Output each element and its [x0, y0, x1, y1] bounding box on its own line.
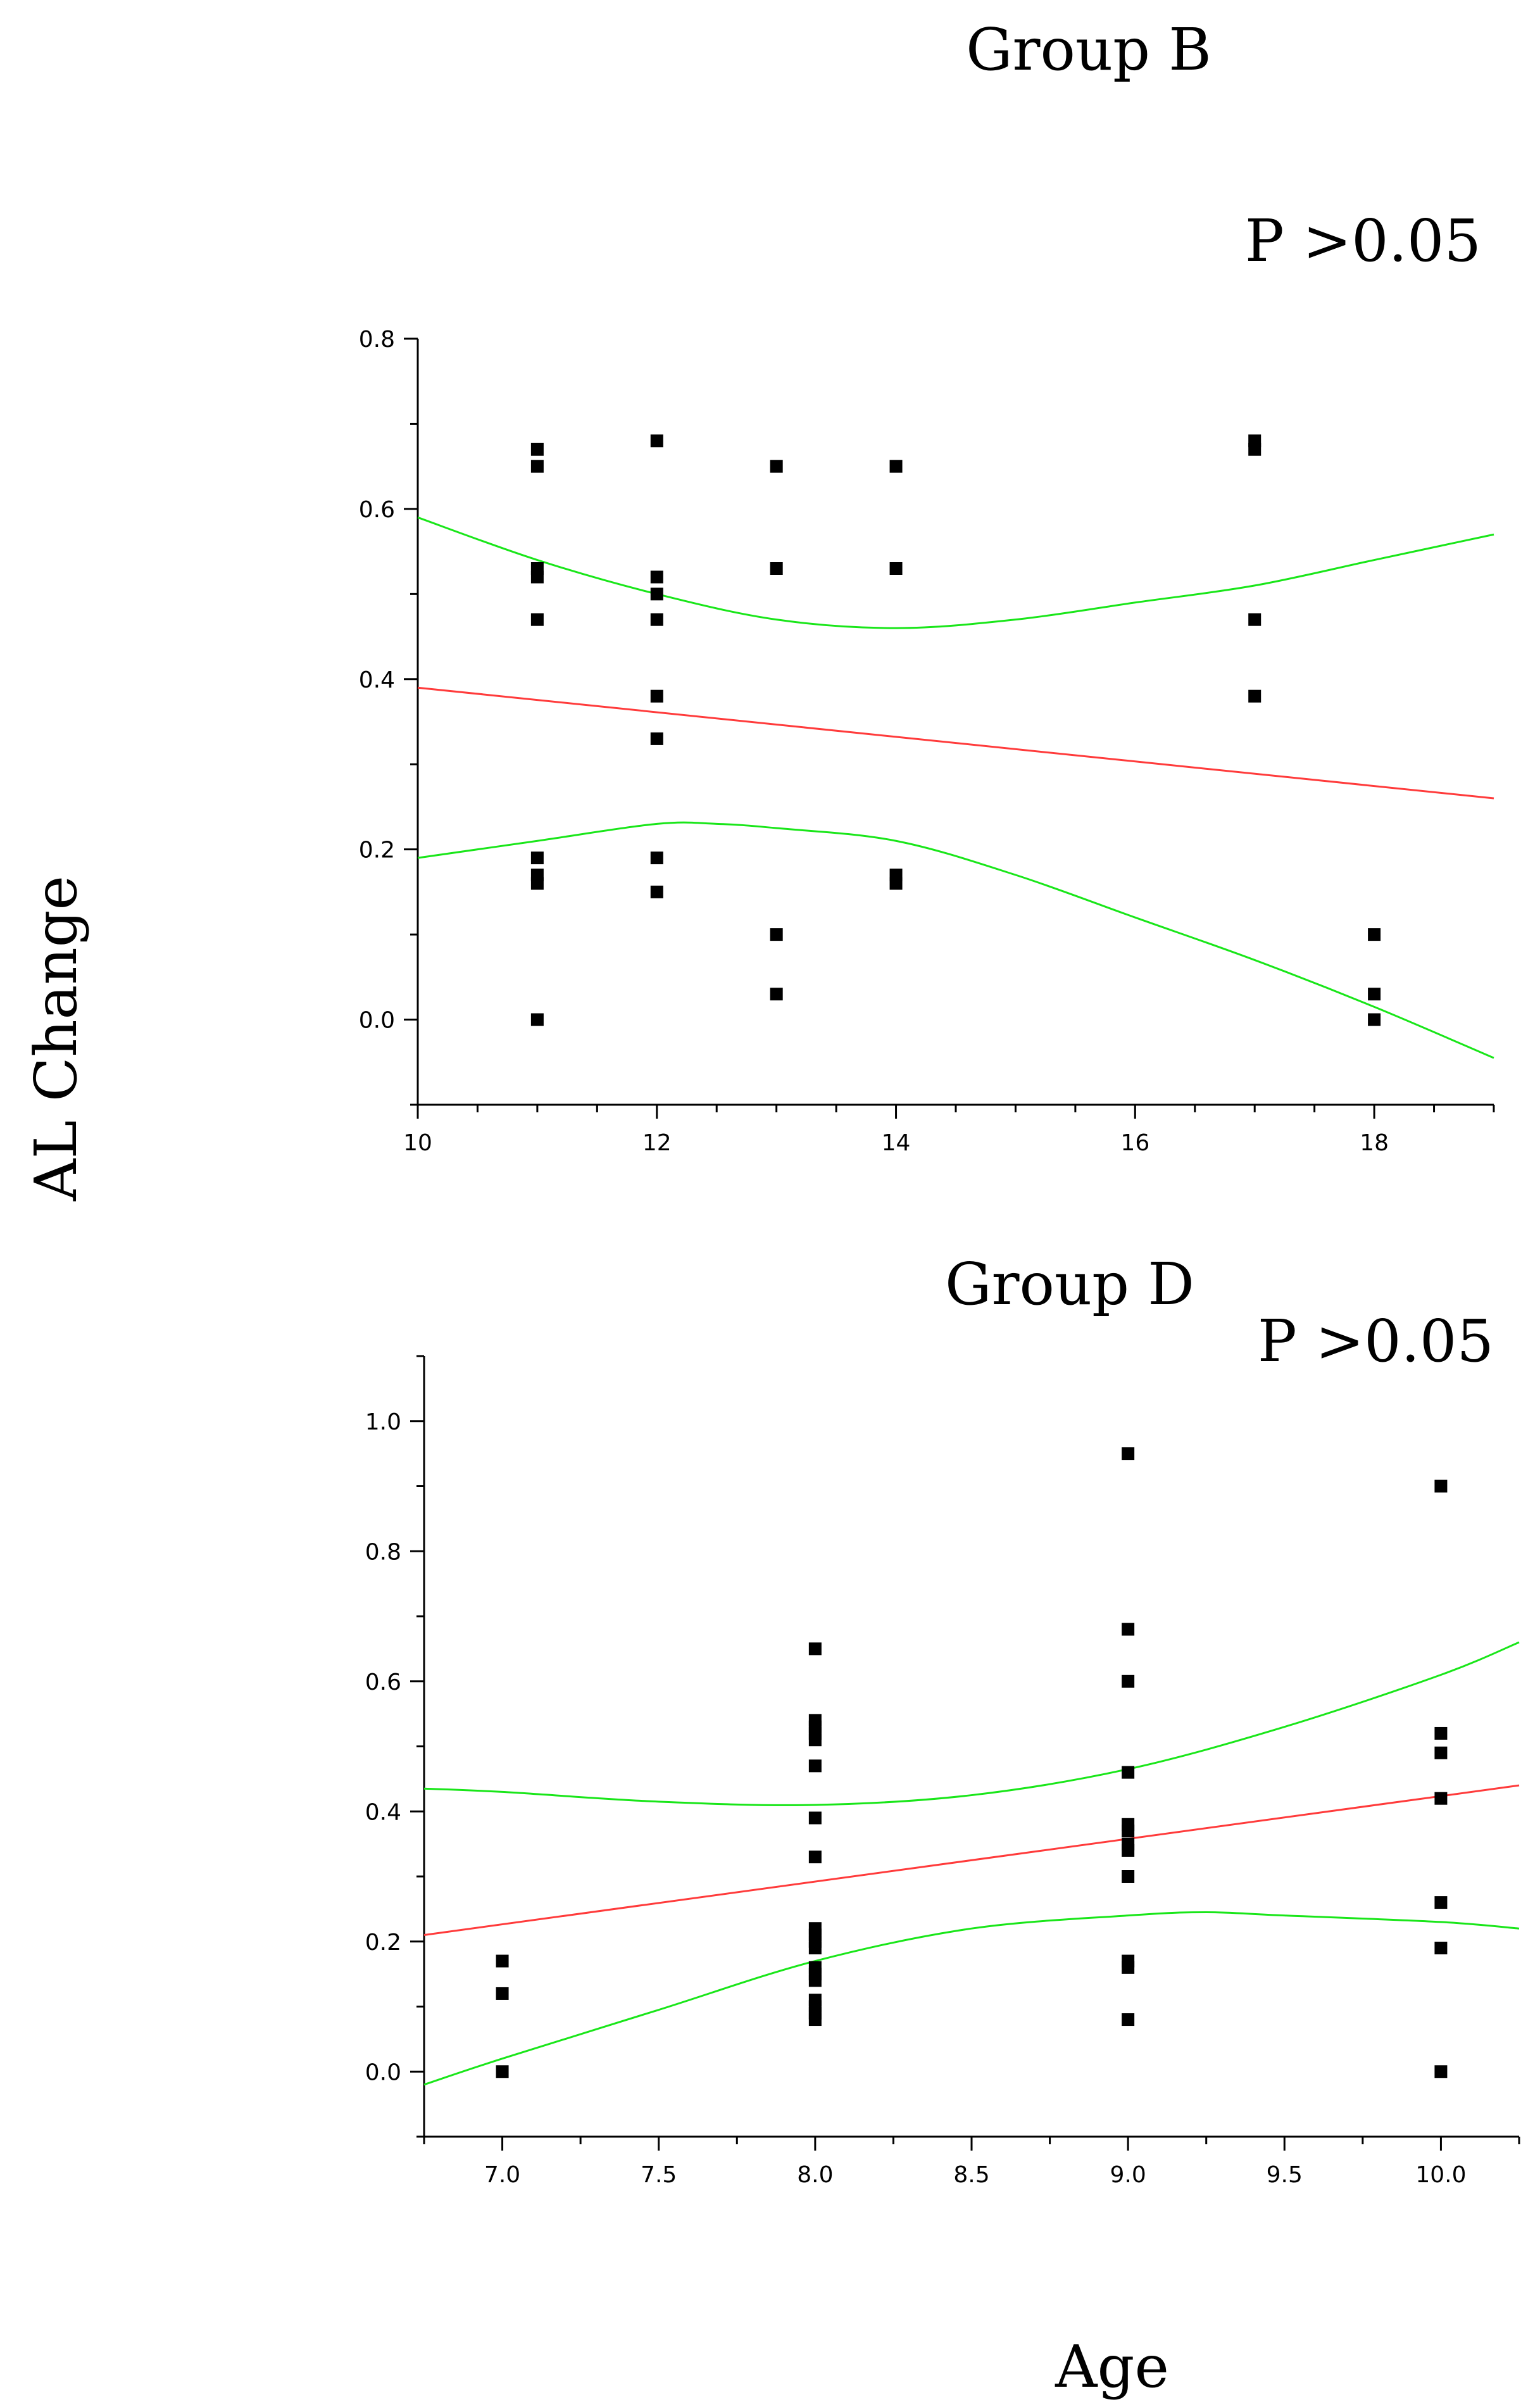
data-point-group-b [770, 562, 783, 575]
ci-upper-line-group-b [417, 516, 1494, 629]
x-tick-label-group-d: 10.0 [1415, 2162, 1466, 2188]
data-point-group-b [770, 928, 783, 941]
data-point-group-d [1122, 2013, 1135, 2027]
y-tick-label-group-b: 0.2 [359, 838, 395, 864]
x-tick-label-group-d: 7.0 [484, 2162, 520, 2188]
data-point-group-d [808, 1851, 822, 1864]
y-tick-label-group-b: 0.0 [359, 1008, 395, 1034]
data-point-group-d [808, 1811, 822, 1825]
data-point-group-d [1122, 1766, 1135, 1779]
data-point-group-b [650, 852, 663, 865]
x-tick-label-group-b: 10 [403, 1130, 432, 1156]
data-point-group-d [1122, 1825, 1135, 1838]
data-point-group-d [808, 1974, 822, 1987]
data-point-group-b [530, 877, 544, 890]
x-tick-label-group-b: 18 [1360, 1130, 1389, 1156]
y-tick-label-group-d: 1.0 [365, 1409, 401, 1435]
y-tick-label-group-b: 0.6 [359, 497, 395, 523]
data-point-group-b [650, 613, 663, 626]
panel-group-b: Group B P >0.05 0.0 0.2 0.4 0.6 0.8 10 12 14 16 1… [359, 16, 1495, 1156]
data-point-group-b [650, 885, 663, 898]
plot-group-b: 0.0 0.2 0.4 0.6 0.8 10 12 14 16 18 [359, 327, 1495, 1156]
data-point-group-d [1122, 1623, 1135, 1636]
plot-group-d: 0.0 0.2 0.4 0.6 0.8 1.0 7.0 7.5 8.0 8.5 9.0 9.5 10.0 [365, 1355, 1520, 2188]
data-point-group-d [1434, 1480, 1448, 1493]
p-value-annotation-group-b: P >0.05 [1245, 207, 1481, 275]
x-tick-label-group-d: 9.5 [1267, 2162, 1303, 2188]
ci-upper-line-group-d [423, 1641, 1520, 1806]
data-point-group-b [889, 562, 903, 575]
data-point-group-b [889, 460, 903, 473]
data-point-group-b [530, 1013, 544, 1026]
data-point-group-b [1368, 928, 1381, 941]
data-point-group-d [808, 1759, 822, 1773]
y-tick-label-group-b: 0.4 [359, 667, 395, 693]
data-point-group-b [650, 689, 663, 703]
data-point-group-b [1248, 689, 1261, 703]
data-point-group-b [650, 588, 663, 601]
y-axis-label: AL Change [22, 876, 90, 1202]
data-point-group-b [530, 570, 544, 584]
data-point-group-d [496, 1954, 509, 1968]
x-tick-label-group-d: 9.0 [1110, 2162, 1146, 2188]
data-point-group-d [1434, 1792, 1448, 1805]
data-point-group-b [1248, 613, 1261, 626]
data-point-group-b [530, 460, 544, 473]
y-tick-label-group-d: 0.6 [365, 1669, 401, 1695]
regression-line-group-d [423, 1784, 1520, 1936]
ci-lower-line-group-d [423, 1911, 1520, 2086]
data-point-group-b [1368, 988, 1381, 1001]
y-tick-label-group-b: 0.8 [359, 327, 395, 353]
data-point-group-d [1434, 1896, 1448, 1909]
panel-group-d: Group D P >0.05 0.0 0.2 0.4 0.6 0.8 1.0 7.0 7.5… [365, 1250, 1520, 2188]
panel-title-group-d: Group D [945, 1250, 1194, 1318]
data-point-group-b [1248, 443, 1261, 456]
data-point-group-d [1122, 1447, 1135, 1461]
y-tick-label-group-d: 0.0 [365, 2059, 401, 2085]
data-point-group-d [1122, 1961, 1135, 1974]
x-tick-label-group-b: 14 [882, 1130, 911, 1156]
data-point-group-d [496, 1987, 509, 2000]
data-point-group-d [1434, 2065, 1448, 2078]
data-point-group-b [889, 877, 903, 890]
p-value-annotation-group-d: P >0.05 [1258, 1307, 1494, 1375]
data-point-group-d [1434, 1726, 1448, 1740]
data-point-group-d [808, 1942, 822, 1955]
data-point-group-d [808, 2013, 822, 2027]
data-point-group-b [650, 570, 663, 584]
data-point-group-d [808, 1642, 822, 1656]
data-point-group-d [1434, 1942, 1448, 1955]
data-point-group-b [530, 443, 544, 456]
y-tick-label-group-d: 0.4 [365, 1799, 401, 1825]
data-point-group-b [1368, 1013, 1381, 1026]
data-point-group-b [770, 988, 783, 1001]
y-tick-label-group-d: 0.8 [365, 1539, 401, 1565]
x-tick-label-group-d: 7.5 [641, 2162, 677, 2188]
x-tick-label-group-b: 16 [1120, 1130, 1149, 1156]
data-point-group-d [496, 2065, 509, 2078]
data-point-group-d [1122, 1844, 1135, 1857]
ci-lower-line-group-b [417, 821, 1494, 1059]
data-point-group-b [650, 434, 663, 448]
regression-line-group-b [417, 686, 1494, 800]
x-tick-label-group-d: 8.5 [953, 2162, 989, 2188]
data-point-group-d [808, 1733, 822, 1747]
data-point-group-b [770, 460, 783, 473]
x-axis-label: Age [1055, 2333, 1169, 2401]
data-point-group-d [1434, 1746, 1448, 1759]
x-tick-label-group-b: 12 [642, 1130, 672, 1156]
data-point-group-b [530, 852, 544, 865]
panel-title-group-b: Group B [966, 16, 1211, 84]
data-point-group-b [530, 613, 544, 626]
x-tick-label-group-d: 8.0 [797, 2162, 833, 2188]
data-point-group-b [650, 732, 663, 745]
data-point-group-d [1122, 1675, 1135, 1688]
y-tick-label-group-d: 0.2 [365, 1930, 401, 1956]
data-point-group-d [1122, 1870, 1135, 1883]
